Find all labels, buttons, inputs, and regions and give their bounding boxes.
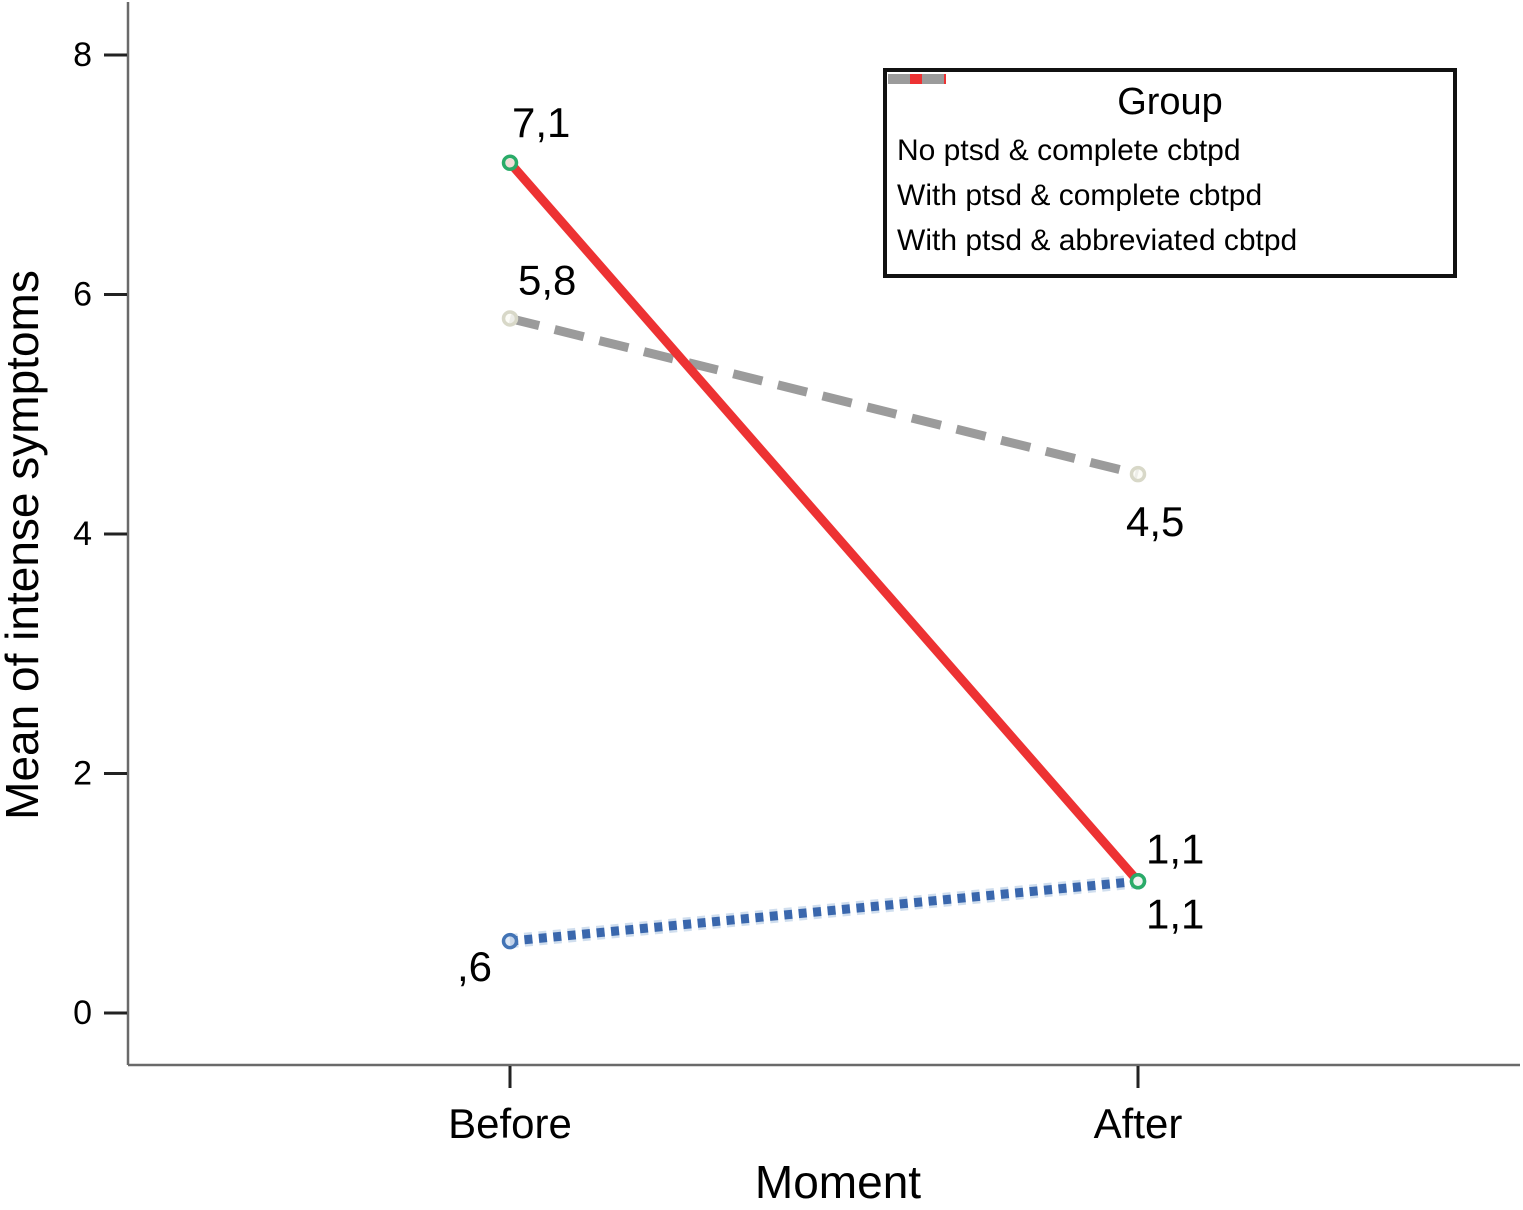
legend-item: No ptsd & complete cbtpd [887,74,1453,173]
legend-item-label: No ptsd & complete cbtpd [897,133,1241,167]
x-tick-label: Before [448,1100,572,1147]
series-line-solid [505,158,1143,886]
x-axis-title: Moment [755,1156,921,1208]
data-point-label: 1,1 [1146,890,1204,937]
legend-title: Group [1117,81,1223,123]
legend-item-label: With ptsd & complete cbtpd [897,178,1263,212]
data-point-label: 1,1 [1146,825,1204,872]
data-point-marker [1129,873,1147,890]
data-point-label: ,6 [457,943,492,990]
legend: Group No ptsd & complete cbtpd With ptsd … [883,68,1457,278]
data-point-marker [1129,465,1147,483]
legend-rows: No ptsd & complete cbtpd With ptsd & comp… [887,74,1453,263]
data-point-label: 4,5 [1126,498,1184,545]
y-axis-title: Mean of intense symptoms [0,270,48,820]
y-tick-label: 6 [73,276,92,314]
plot-series-group: 0 2 4 6 8 Before After ,6 1,1 7,1 1,1 5,8 4,5 [73,36,1204,1147]
data-point-marker [501,932,519,950]
data-point-marker [501,154,519,172]
y-tick-label: 0 [73,994,92,1032]
x-tick-label: After [1094,1100,1183,1147]
series-line-dotted [509,876,1139,946]
y-tick-label: 4 [73,515,92,553]
y-tick-label: 8 [73,36,92,74]
data-point-label: 5,8 [518,256,576,303]
data-point-label: 7,1 [512,99,570,146]
data-point-marker [501,310,519,327]
legend-swatch-dashed-icon [888,74,946,84]
y-tick-label: 2 [73,755,92,793]
legend-item: With ptsd & abbreviated cbtpd [887,74,1453,263]
legend-item: With ptsd & complete cbtpd [887,74,1453,218]
series-line-dashed [508,314,1140,479]
legend-item-label: With ptsd & abbreviated cbtpd [897,223,1298,257]
